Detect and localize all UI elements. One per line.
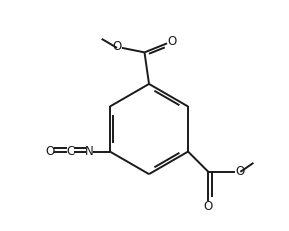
Text: C: C [66,145,75,158]
Text: N: N [85,145,94,158]
Text: O: O [204,200,213,213]
Text: O: O [236,165,245,178]
Text: O: O [167,35,177,48]
Text: O: O [112,40,122,53]
Text: O: O [46,145,55,158]
